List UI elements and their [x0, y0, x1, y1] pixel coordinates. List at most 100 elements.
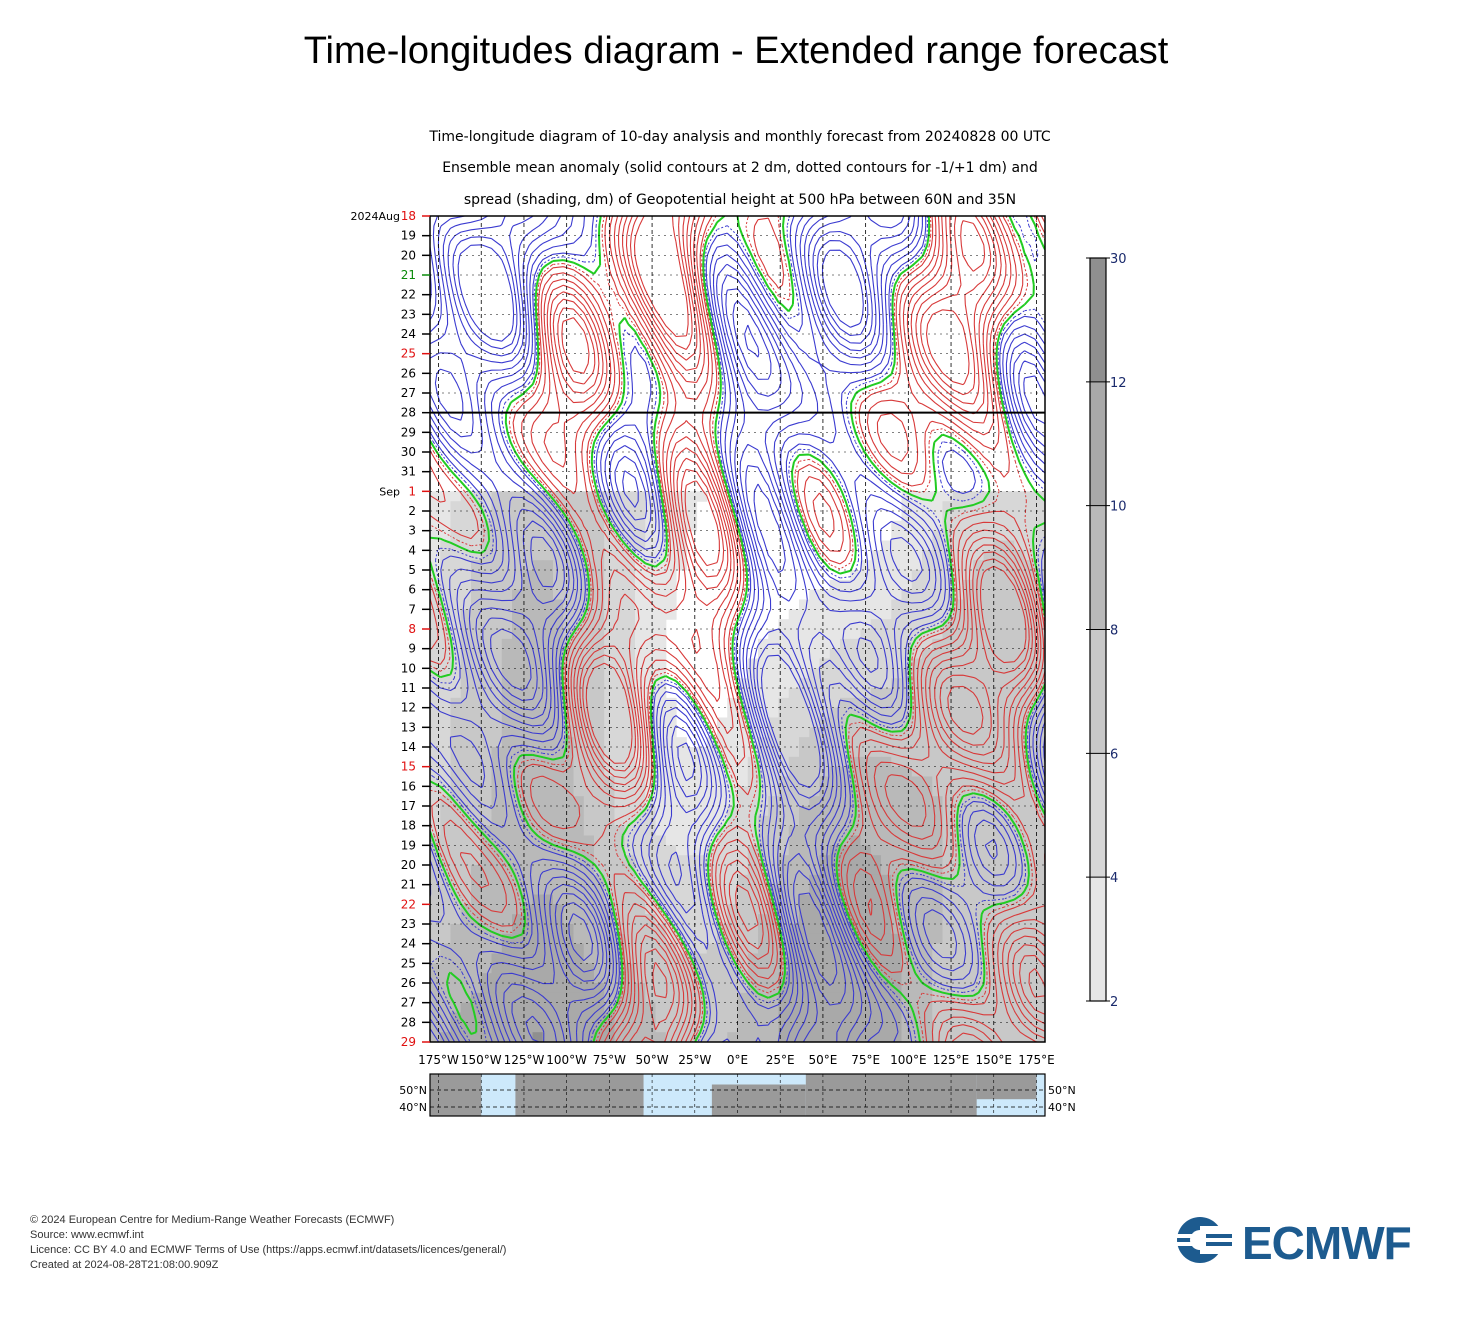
spread-cell: [501, 992, 513, 1004]
spread-cell: [686, 776, 698, 787]
spread-cell: [655, 855, 667, 866]
spread-cell: [942, 865, 954, 876]
spread-cell: [932, 884, 944, 896]
spread-cell: [512, 609, 523, 620]
spread-cell: [727, 1032, 739, 1042]
spread-cell: [532, 717, 544, 728]
spread-cell: [911, 815, 923, 827]
spread-cell: [532, 491, 544, 502]
spread-cell: [512, 825, 523, 837]
y-tick-label: 2: [408, 504, 416, 518]
spread-cell: [727, 884, 739, 896]
spread-cell: [706, 1012, 718, 1023]
spread-cell: [614, 884, 626, 896]
spread-cell: [1024, 943, 1036, 955]
spread-cell: [686, 943, 698, 955]
contour-line: [430, 216, 1045, 1042]
spread-cell: [993, 874, 1005, 886]
spread-cell: [481, 727, 493, 738]
spread-cell: [1024, 560, 1036, 571]
spread-cell: [963, 894, 974, 905]
spread-cell: [1024, 638, 1036, 650]
spread-cell: [932, 1022, 944, 1033]
spread-cell: [542, 658, 554, 669]
spread-cell: [512, 629, 523, 640]
spread-cell: [491, 727, 503, 738]
spread-cell: [553, 688, 564, 699]
spread-cell: [809, 737, 821, 748]
spread-cell: [768, 865, 780, 876]
spread-cell: [1004, 511, 1015, 522]
spread-cell: [553, 756, 564, 768]
spread-cell: [983, 914, 995, 925]
spread-cell: [553, 855, 564, 866]
spread-cell: [655, 501, 667, 512]
spread-cell: [460, 658, 472, 669]
y-tick-label: 14: [401, 740, 416, 754]
spread-cell: [645, 589, 657, 601]
spread-cell: [573, 815, 585, 827]
spread-cell: [993, 648, 1005, 660]
spread-cell: [501, 501, 513, 512]
spread-cell: [440, 540, 452, 551]
spread-cell: [481, 796, 493, 807]
spread-cell: [932, 540, 944, 551]
spread-cell: [993, 501, 1005, 512]
spread-cell: [747, 894, 759, 905]
spread-cell: [512, 579, 523, 591]
spread-cell: [809, 983, 821, 994]
spread-cell: [993, 678, 1005, 689]
spread-cell: [911, 845, 923, 856]
spread-cell: [471, 638, 482, 650]
spread-cell: [594, 874, 605, 886]
spread-cell: [460, 520, 472, 532]
spread-cell: [522, 855, 534, 866]
spread-cell: [1024, 511, 1036, 522]
spread-cell: [676, 894, 687, 905]
spread-cell: [491, 953, 503, 964]
spread-cell: [911, 589, 923, 601]
spread-cell: [645, 983, 657, 994]
footer-source: Source: www.ecmwf.int: [30, 1229, 144, 1241]
spread-cell: [481, 1012, 493, 1023]
spread-cell: [563, 874, 575, 886]
spread-cell: [430, 638, 441, 650]
spread-cell: [491, 570, 503, 581]
spread-cell: [1034, 737, 1045, 748]
spread-cell: [532, 914, 544, 925]
spread-cell: [993, 668, 1005, 679]
spread-cell: [758, 953, 769, 964]
spread-cell: [594, 668, 605, 679]
spread-cell: [522, 530, 534, 542]
spread-cell: [460, 992, 472, 1004]
spread-cell: [901, 747, 913, 758]
spread-cell: [532, 756, 544, 768]
spread-cell: [819, 609, 831, 620]
spread-cell: [737, 786, 749, 797]
spread-cell: [573, 737, 585, 748]
spread-cell: [1024, 648, 1036, 660]
spread-cell: [614, 963, 626, 974]
spread-cell: [665, 786, 677, 797]
spread-cell: [696, 924, 708, 935]
spread-cell: [696, 894, 708, 905]
spread-cell: [1004, 688, 1015, 699]
spread-cell: [501, 865, 513, 876]
spread-cell: [676, 1032, 687, 1042]
spread-cell: [645, 1022, 657, 1033]
spread-cell: [624, 619, 636, 630]
spread-cell: [881, 825, 892, 837]
spread-cell: [922, 737, 933, 748]
spread-cell: [542, 707, 554, 719]
spread-cell: [768, 648, 780, 660]
spread-cell: [501, 845, 513, 856]
spread-cell: [635, 835, 646, 846]
spread-cell: [870, 865, 882, 876]
spread-cell: [481, 776, 493, 787]
spread-cell: [706, 963, 718, 974]
spread-cell: [809, 914, 821, 925]
spread-cell: [717, 806, 728, 817]
spread-cell: [819, 815, 831, 827]
spread-cell: [532, 579, 544, 591]
spread-cell: [676, 874, 687, 886]
